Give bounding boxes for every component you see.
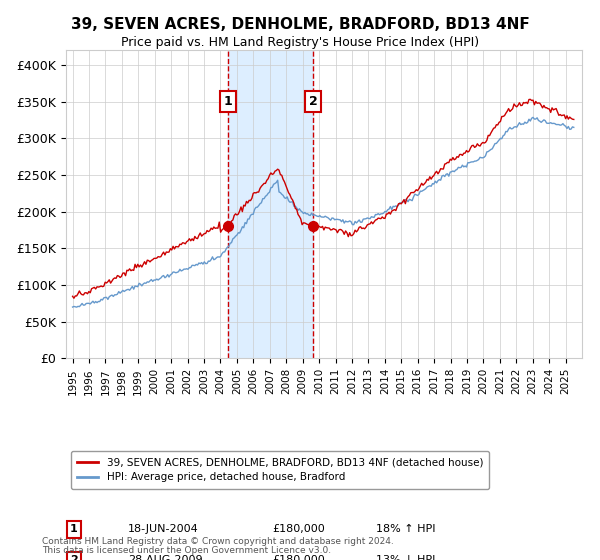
Text: £180,000: £180,000 (272, 555, 325, 560)
Bar (228, 50, 313, 358)
Text: 1: 1 (70, 524, 77, 534)
Text: 39, SEVEN ACRES, DENHOLME, BRADFORD, BD13 4NF: 39, SEVEN ACRES, DENHOLME, BRADFORD, BD1… (71, 17, 529, 32)
Text: 13% ↓ HPI: 13% ↓ HPI (376, 555, 435, 560)
Text: 18-JUN-2004: 18-JUN-2004 (128, 524, 199, 534)
Text: This data is licensed under the Open Government Licence v3.0.: This data is licensed under the Open Gov… (42, 547, 331, 556)
Text: Price paid vs. HM Land Registry's House Price Index (HPI): Price paid vs. HM Land Registry's House … (121, 36, 479, 49)
Legend: 39, SEVEN ACRES, DENHOLME, BRADFORD, BD13 4NF (detached house), HPI: Average pri: 39, SEVEN ACRES, DENHOLME, BRADFORD, BD1… (71, 451, 490, 489)
Text: 2: 2 (70, 555, 77, 560)
Text: £180,000: £180,000 (272, 524, 325, 534)
Text: 28-AUG-2009: 28-AUG-2009 (128, 555, 203, 560)
Text: Contains HM Land Registry data © Crown copyright and database right 2024.: Contains HM Land Registry data © Crown c… (42, 538, 394, 547)
Text: 1: 1 (224, 95, 232, 108)
Text: 18% ↑ HPI: 18% ↑ HPI (376, 524, 435, 534)
Text: 2: 2 (309, 95, 317, 108)
